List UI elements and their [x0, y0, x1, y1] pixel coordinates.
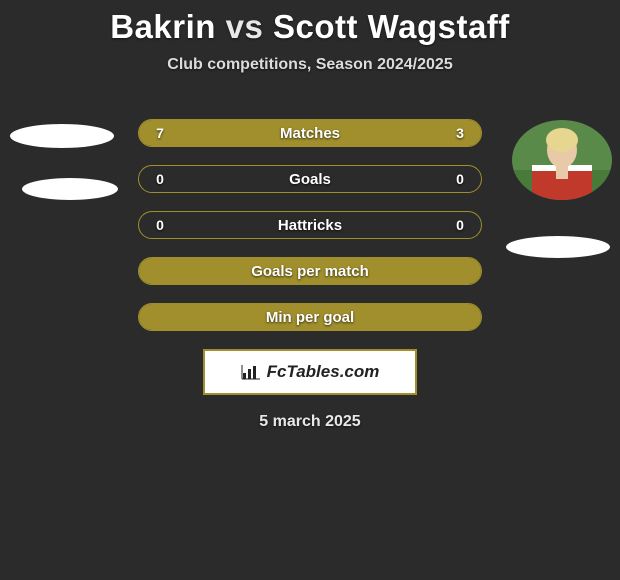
- source-badge: FcTables.com: [203, 349, 417, 395]
- stat-bar-fill-left: [139, 120, 378, 146]
- player2-name: Scott Wagstaff: [273, 8, 510, 45]
- title-vs: vs: [226, 8, 264, 45]
- left-avatar-placeholder-2: [22, 178, 118, 200]
- player-avatar-icon: [512, 120, 612, 200]
- stat-bar-value-left: 0: [145, 166, 175, 192]
- stat-bar-value-right: 0: [445, 212, 475, 238]
- stat-bar-fill-left: [139, 258, 481, 284]
- player1-name: Bakrin: [110, 8, 216, 45]
- stat-bars: Matches73Goals00Hattricks00Goals per mat…: [138, 119, 482, 331]
- barchart-icon: [241, 364, 261, 380]
- stat-bar-row: Hattricks0 0: [138, 211, 482, 239]
- subtitle: Club competitions, Season 2024/2025: [0, 56, 620, 74]
- stat-bar-value-right: 0: [445, 166, 475, 192]
- stat-bar-value-left: 0: [145, 212, 175, 238]
- left-avatar-placeholder-1: [10, 124, 114, 148]
- stat-bar-row: Goals0 0: [138, 165, 482, 193]
- page-title: Bakrin vs Scott Wagstaff: [0, 0, 620, 46]
- source-badge-text: FcTables.com: [267, 362, 380, 382]
- stat-bar-row: Min per goal: [138, 303, 482, 331]
- stat-bar-label: Goals: [139, 166, 481, 192]
- stat-bar-fill-left: [139, 304, 481, 330]
- stat-bar-fill-right: [378, 120, 481, 146]
- date-label: 5 march 2025: [0, 413, 620, 431]
- stat-bar-row: Goals per match: [138, 257, 482, 285]
- stat-bar-row: Matches73: [138, 119, 482, 147]
- right-avatar: [512, 120, 612, 200]
- right-avatar-placeholder: [506, 236, 610, 258]
- stat-bar-label: Hattricks: [139, 212, 481, 238]
